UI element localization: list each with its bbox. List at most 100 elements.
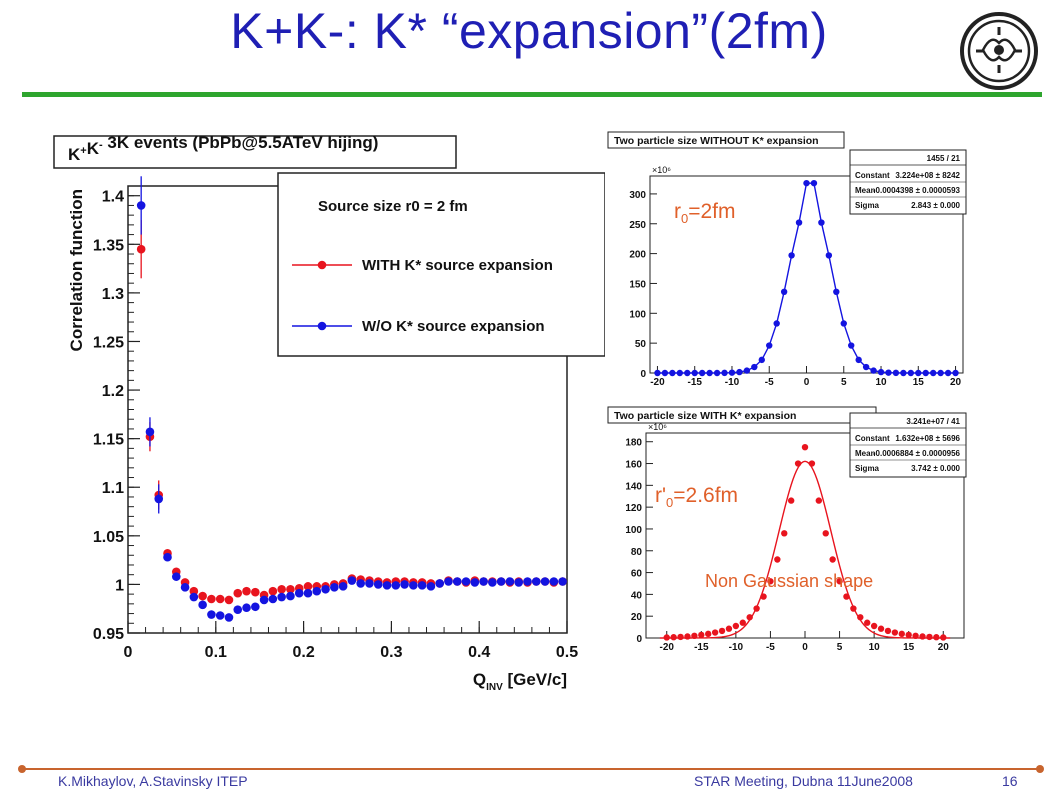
data-point (684, 633, 691, 640)
stats-key: Sigma (855, 464, 880, 473)
data-point (706, 369, 713, 377)
footer-authors: K.Mikhaylov, A.Stavinsky ITEP (58, 773, 248, 789)
y-tick-label: 80 (631, 547, 643, 558)
y-tick-label: 0 (640, 369, 646, 380)
without-expansion-point (479, 577, 488, 586)
data-point (900, 369, 907, 377)
x-tick-label: -5 (765, 377, 774, 385)
x-tick-label: -10 (725, 377, 740, 385)
stats-key: Sigma (855, 201, 880, 210)
without-expansion-point (163, 552, 172, 562)
with-expansion-point (136, 244, 146, 254)
x-tick-label: 20 (938, 642, 950, 650)
data-point (751, 363, 758, 371)
data-point (864, 619, 871, 626)
y-tick-label: 250 (629, 220, 646, 231)
footer-left-dot (18, 765, 26, 773)
y-tick-label: 100 (625, 525, 642, 536)
footer-meeting: STAR Meeting, Dubna 11June2008 (694, 773, 913, 789)
without-expansion-point (365, 579, 374, 588)
without-expansion-point (215, 611, 225, 620)
data-point (952, 369, 959, 377)
x-axis-label: QINV [GeV/c] (473, 670, 567, 693)
data-point (825, 252, 833, 259)
data-point (843, 593, 850, 600)
data-point (891, 629, 899, 636)
data-point (915, 369, 922, 377)
non-gaussian-note: Non Gaussian shape (705, 571, 874, 591)
x-tick-label: 5 (837, 642, 843, 650)
data-point (857, 614, 864, 621)
chart-title: Two particle size WITH K* expansion (614, 410, 796, 422)
chart-title-box (53, 135, 457, 169)
data-point (810, 179, 818, 187)
without-expansion-point (558, 577, 567, 586)
data-point (815, 497, 823, 504)
legend-marker (317, 260, 327, 270)
data-point (758, 356, 765, 364)
stats-value: 2.843 ± 0.000 (911, 201, 960, 210)
stats-id: 3.241e+07 / 41 (906, 417, 960, 426)
data-point (767, 578, 774, 585)
data-point (907, 369, 915, 377)
x-tick-label: -20 (660, 642, 675, 650)
data-point (677, 633, 684, 641)
without-expansion-point (426, 582, 436, 591)
data-point (691, 369, 698, 377)
data-point (711, 629, 719, 636)
y-axis-label: Correlation function (67, 189, 86, 351)
data-point (885, 369, 892, 376)
y-tick-label: 200 (629, 250, 646, 261)
with-expansion-point (251, 587, 260, 597)
data-point (691, 632, 698, 640)
without-expansion-point (154, 494, 164, 504)
with-expansion-point (215, 594, 225, 604)
legend-marker (317, 321, 327, 331)
y-tick-label: 1.1 (102, 480, 124, 497)
without-expansion-point (180, 583, 190, 592)
without-expansion-point (321, 584, 330, 594)
with-expansion-point (303, 582, 313, 591)
without-expansion-point (198, 600, 207, 610)
y-tick-label: 40 (631, 590, 643, 601)
institute-logo-icon (960, 12, 1038, 90)
data-point (803, 179, 810, 187)
without-expansion-point (400, 580, 409, 589)
stats-key: Constant (855, 171, 890, 180)
fit-curve (659, 460, 951, 639)
x-tick-label: 10 (875, 377, 887, 385)
data-point (862, 363, 870, 371)
data-point (940, 634, 947, 641)
without-expansion-point (277, 592, 286, 602)
without-expansion-point (330, 583, 339, 592)
correlation-chart: K+K- 3K events (PbPb@5.5ATeV hijing) 0.95… (40, 128, 605, 698)
data-point (848, 342, 855, 349)
without-expansion-point (488, 578, 497, 587)
data-point (892, 369, 900, 377)
data-point (661, 369, 669, 377)
x-tick-label: -5 (766, 642, 775, 650)
data-point (736, 368, 743, 376)
without-expansion-point (294, 588, 304, 598)
y-tick-label: 180 (625, 438, 642, 449)
without-expansion-point (409, 581, 418, 590)
data-point (766, 342, 773, 349)
data-point (728, 369, 736, 376)
data-point (884, 627, 892, 635)
slide-title: K+K-: K* “expansion”(2fm) (230, 3, 828, 59)
data-point (808, 460, 816, 467)
without-expansion-point (523, 577, 532, 586)
without-expansion-point (259, 595, 269, 605)
data-point (794, 460, 802, 467)
without-expansion-point (461, 577, 471, 586)
data-point (774, 556, 781, 563)
data-point (713, 369, 721, 377)
stats-box: 1455 / 21 Constant 3.224e+08 ± 8242 Mean-0.… (849, 149, 967, 215)
page-number: 16 (1002, 773, 1018, 789)
without-expansion-point (312, 586, 322, 596)
legend-header: Source size r0 = 2 fm (318, 198, 468, 215)
without-expansion-point (136, 201, 146, 210)
data-point (781, 530, 788, 537)
without-expansion-point (268, 594, 278, 604)
x-tick-label: -15 (694, 642, 709, 650)
